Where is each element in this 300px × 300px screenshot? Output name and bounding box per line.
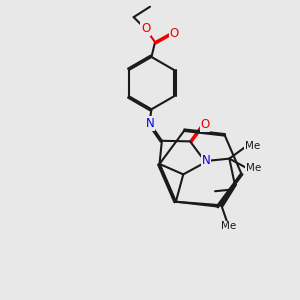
Text: N: N: [202, 154, 211, 167]
Text: Me: Me: [245, 164, 261, 173]
Text: N: N: [146, 117, 154, 130]
Text: Me: Me: [244, 141, 260, 151]
Text: Me: Me: [221, 221, 236, 231]
Text: O: O: [201, 118, 210, 131]
Text: O: O: [141, 22, 150, 35]
Text: O: O: [169, 27, 179, 40]
